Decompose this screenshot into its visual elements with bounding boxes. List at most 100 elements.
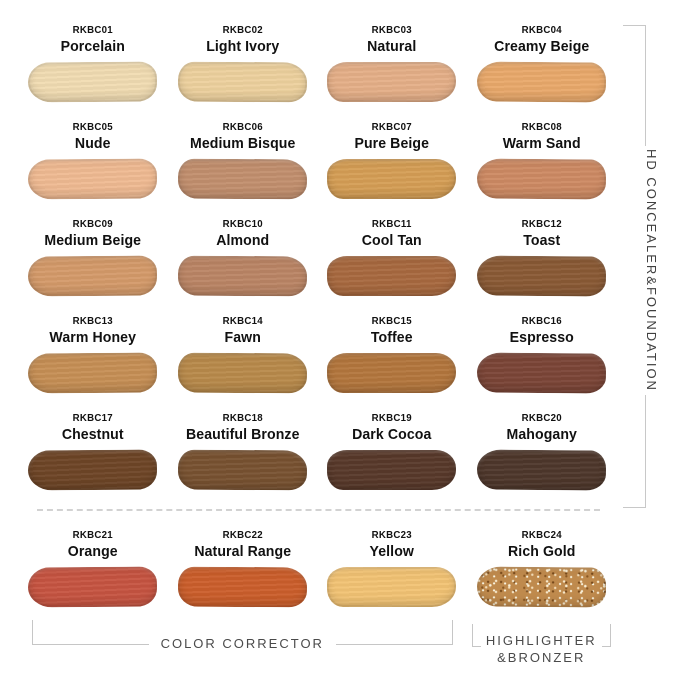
- shade-cell: RKBC08 Warm Sand: [467, 113, 617, 210]
- shade-code: RKBC23: [371, 529, 412, 541]
- shade-swatch: [28, 352, 158, 394]
- shade-swatch: [327, 353, 457, 393]
- shade-name: Toast: [522, 232, 560, 249]
- shade-swatch: [476, 566, 606, 608]
- shade-swatch: [28, 255, 158, 297]
- shade-name: Medium Beige: [44, 232, 142, 249]
- shade-cell: RKBC05 Nude: [18, 113, 168, 210]
- shade-code: RKBC17: [72, 412, 113, 424]
- shade-swatch: [177, 255, 307, 297]
- shade-code: RKBC01: [72, 24, 113, 36]
- shade-cell: RKBC17 Chestnut: [18, 404, 168, 501]
- shade-name: Dark Cocoa: [352, 426, 432, 443]
- shade-cell: RKBC21 Orange: [18, 521, 168, 618]
- shade-code: RKBC24: [521, 529, 562, 541]
- shade-code: RKBC02: [222, 24, 263, 36]
- shade-swatch: [28, 566, 158, 608]
- shade-name: Nude: [74, 135, 111, 152]
- shade-code: RKBC16: [521, 315, 562, 327]
- shade-cell: RKBC03 Natural: [317, 16, 467, 113]
- shade-cell: RKBC24 Rich Gold: [467, 521, 617, 618]
- shade-code: RKBC08: [521, 121, 562, 133]
- right-bracket-label-wrap: HD CONCEALER&FOUNDATION: [644, 143, 659, 397]
- shade-cell: RKBC09 Medium Beige: [18, 210, 168, 307]
- hd-concealer-foundation-label: HD CONCEALER&FOUNDATION: [644, 148, 659, 392]
- shade-cell: RKBC06 Medium Bisque: [168, 113, 318, 210]
- shade-cell: RKBC14 Fawn: [168, 307, 318, 404]
- shade-cell: RKBC04 Creamy Beige: [467, 16, 617, 113]
- shade-code: RKBC04: [521, 24, 562, 36]
- shade-name: Mahogany: [506, 426, 577, 443]
- shade-code: RKBC05: [72, 121, 113, 133]
- shade-name: Orange: [67, 543, 118, 560]
- highlighter-bronzer-label: HIGHLIGHTER &BRONZER: [481, 632, 602, 666]
- shade-cell: RKBC13 Warm Honey: [18, 307, 168, 404]
- shade-name: Cool Tan: [361, 232, 422, 249]
- bracket-corner-right: [601, 624, 611, 647]
- shade-code: RKBC09: [72, 218, 113, 230]
- shade-name: Almond: [215, 232, 269, 249]
- shade-cell: RKBC16 Espresso: [467, 307, 617, 404]
- bracket-line-right: [335, 620, 453, 645]
- shade-cell: RKBC19 Dark Cocoa: [317, 404, 467, 501]
- bracket-line-left: [32, 620, 149, 645]
- section-divider: [37, 509, 600, 511]
- shade-code: RKBC21: [72, 529, 113, 541]
- shade-code: RKBC06: [222, 121, 263, 133]
- shade-name: Pure Beige: [354, 135, 430, 152]
- shade-name: Natural: [367, 38, 417, 55]
- shade-swatch: [476, 352, 606, 394]
- shade-name: Light Ivory: [205, 38, 279, 55]
- shade-code: RKBC15: [371, 315, 412, 327]
- shade-code: RKBC18: [222, 412, 263, 424]
- shade-cell: RKBC18 Beautiful Bronze: [168, 404, 318, 501]
- shade-cell: RKBC10 Almond: [168, 210, 318, 307]
- shade-cell: RKBC22 Natural Range: [168, 521, 318, 618]
- shade-cell: RKBC11 Cool Tan: [317, 210, 467, 307]
- shade-swatch: [177, 61, 307, 103]
- shade-code: RKBC22: [222, 529, 263, 541]
- shade-name: Beautiful Bronze: [185, 426, 300, 443]
- shade-name: Medium Bisque: [189, 135, 295, 152]
- shade-cell: RKBC20 Mahogany: [467, 404, 617, 501]
- shade-grid: RKBC01 Porcelain RKBC02 Light Ivory RKBC03 Na…: [18, 16, 616, 618]
- highlighter-label-line2: &BRONZER: [497, 650, 586, 665]
- highlighter-label-line1: HIGHLIGHTER: [485, 633, 597, 648]
- shade-code: RKBC07: [371, 121, 412, 133]
- shade-swatch: [28, 449, 158, 491]
- shade-code: RKBC19: [371, 412, 412, 424]
- bracket-corner-left: [471, 624, 481, 647]
- shade-code: RKBC13: [72, 315, 113, 327]
- shade-code: RKBC20: [521, 412, 562, 424]
- highlighter-bronzer-bracket: HIGHLIGHTER &BRONZER: [467, 620, 617, 666]
- shade-name: Toffee: [370, 329, 413, 346]
- shade-code: RKBC14: [222, 315, 263, 327]
- shade-swatch: [476, 449, 606, 491]
- shade-swatch: [177, 158, 307, 200]
- shade-swatch: [327, 159, 457, 199]
- shade-swatch: [28, 158, 158, 200]
- shade-name: Warm Sand: [502, 135, 581, 152]
- shade-code: RKBC03: [371, 24, 412, 36]
- color-corrector-bracket: COLOR CORRECTOR: [18, 620, 467, 652]
- shade-cell: RKBC07 Pure Beige: [317, 113, 467, 210]
- shade-cell: RKBC02 Light Ivory: [168, 16, 318, 113]
- shade-name: Espresso: [509, 329, 574, 346]
- shade-name: Rich Gold: [507, 543, 575, 560]
- shade-swatch: [177, 449, 307, 491]
- shade-name: Creamy Beige: [493, 38, 589, 55]
- shade-name: Chestnut: [61, 426, 124, 443]
- shade-swatch: [476, 158, 606, 200]
- shade-cell: RKBC23 Yellow: [317, 521, 467, 618]
- shade-cell: RKBC15 Toffee: [317, 307, 467, 404]
- shade-code: RKBC12: [521, 218, 562, 230]
- shade-swatch: [476, 255, 606, 297]
- shade-cell: RKBC01 Porcelain: [18, 16, 168, 113]
- shade-swatch: [476, 61, 606, 103]
- right-bracket-bottom: [623, 395, 646, 508]
- shade-swatch: [327, 256, 457, 296]
- right-bracket-top: [623, 25, 646, 146]
- shade-swatch: [28, 61, 158, 103]
- shade-code: RKBC11: [371, 218, 412, 230]
